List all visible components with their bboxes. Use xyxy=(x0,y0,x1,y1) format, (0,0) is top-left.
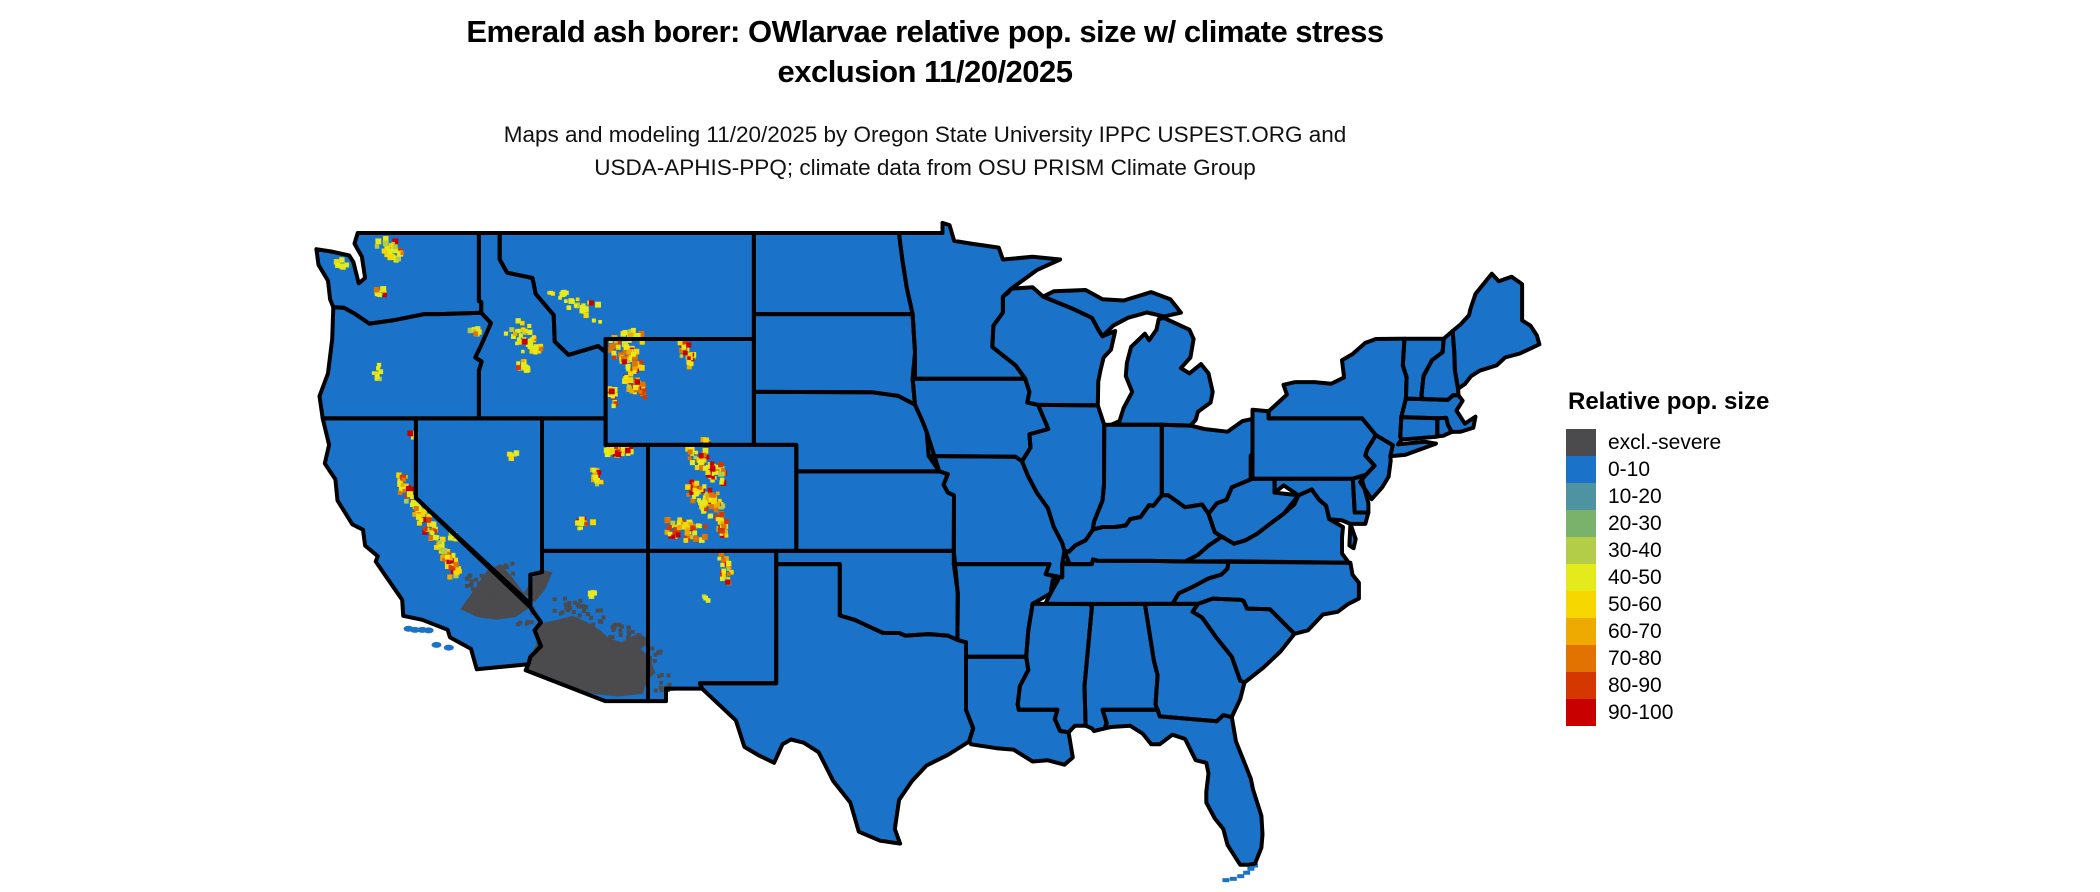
legend-item: 30-40 xyxy=(1566,537,1769,564)
legend-label: excl.-severe xyxy=(1608,430,1722,454)
legend-item: 70-80 xyxy=(1566,645,1769,672)
legend-swatch xyxy=(1566,456,1596,483)
legend-label: 50-60 xyxy=(1608,592,1662,616)
legend-item: excl.-severe xyxy=(1566,429,1769,456)
page-subtitle: Maps and modeling 11/20/2025 by Oregon S… xyxy=(0,118,1850,184)
raster-overlays xyxy=(333,236,734,697)
legend: Relative pop. size excl.-severe 0-10 10-20… xyxy=(1566,388,1769,726)
legend-rows: excl.-severe 0-10 10-20 20-30 30-40 40-50 50-6… xyxy=(1566,429,1769,726)
legend-label: 20-30 xyxy=(1608,511,1662,535)
page-title: Emerald ash borer: OWlarvae relative pop… xyxy=(0,12,1850,92)
legend-label: 10-20 xyxy=(1608,484,1662,508)
legend-item: 10-20 xyxy=(1566,483,1769,510)
legend-label: 0-10 xyxy=(1608,457,1651,481)
legend-item: 0-10 xyxy=(1566,456,1769,483)
legend-swatch xyxy=(1566,483,1596,510)
legend-label: 30-40 xyxy=(1608,538,1662,562)
legend-item: 90-100 xyxy=(1566,699,1769,726)
legend-item: 80-90 xyxy=(1566,672,1769,699)
legend-swatch xyxy=(1566,591,1596,618)
legend-swatch xyxy=(1566,429,1596,456)
state-borders xyxy=(314,220,1542,867)
legend-swatch xyxy=(1566,699,1596,726)
legend-label: 40-50 xyxy=(1608,565,1662,589)
legend-item: 50-60 xyxy=(1566,591,1769,618)
legend-label: 90-100 xyxy=(1608,700,1674,724)
legend-swatch xyxy=(1566,510,1596,537)
title-line-1: Emerald ash borer: OWlarvae relative pop… xyxy=(466,14,1384,49)
legend-swatch xyxy=(1566,645,1596,672)
legend-title: Relative pop. size xyxy=(1568,388,1770,415)
legend-swatch xyxy=(1566,672,1596,699)
legend-label: 80-90 xyxy=(1608,673,1662,697)
legend-swatch xyxy=(1566,537,1596,564)
legend-item: 20-30 xyxy=(1566,510,1769,537)
legend-item: 60-70 xyxy=(1566,618,1769,645)
legend-label: 60-70 xyxy=(1608,619,1662,643)
legend-swatch xyxy=(1566,564,1596,591)
legend-swatch xyxy=(1566,618,1596,645)
legend-item: 40-50 xyxy=(1566,564,1769,591)
subtitle-line-2: USDA-APHIS-PPQ; climate data from OSU PR… xyxy=(594,155,1256,180)
title-line-2: exclusion 11/20/2025 xyxy=(777,54,1073,89)
subtitle-line-1: Maps and modeling 11/20/2025 by Oregon S… xyxy=(503,122,1347,147)
legend-label: 70-80 xyxy=(1608,646,1662,670)
